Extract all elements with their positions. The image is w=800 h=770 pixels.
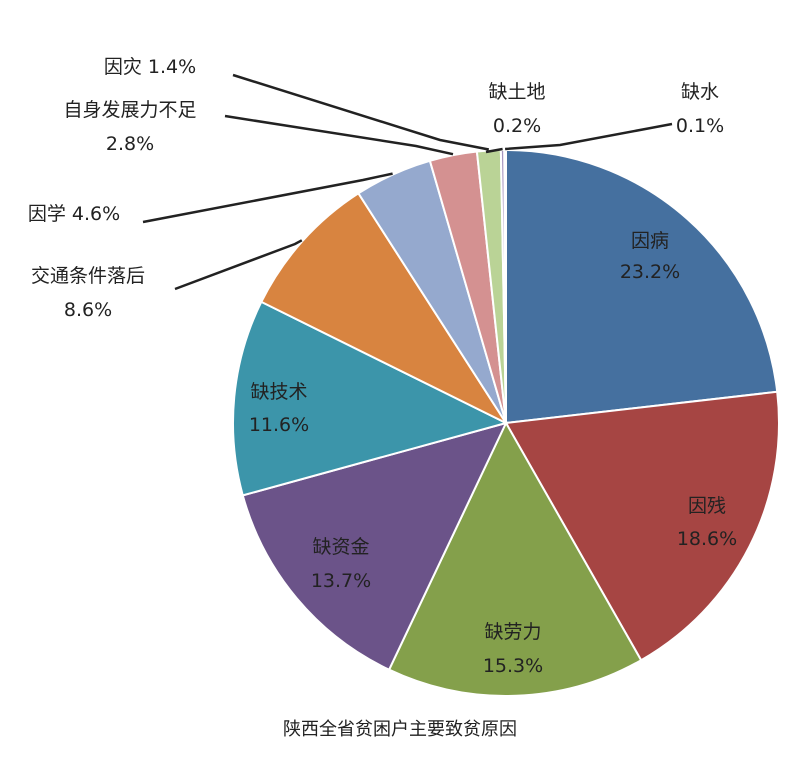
- chart-title: 陕西全省贫困户主要致贫原因: [283, 719, 517, 740]
- slice-name-label: 因灾 1.4%: [104, 56, 196, 78]
- leader-lines: [142, 73, 673, 291]
- slice-value-label: 2.8%: [106, 133, 154, 155]
- leader-line: [142, 172, 393, 224]
- slice-value-label: 15.3%: [483, 655, 543, 677]
- pie-slice-6: [260, 191, 509, 426]
- pie-slice-4: [241, 421, 508, 672]
- slice-value-label: 18.6%: [677, 528, 737, 550]
- slice-value-label: 13.7%: [311, 570, 371, 592]
- slice-name-label: 因学 4.6%: [28, 203, 120, 225]
- pie-slice-5: [232, 300, 509, 497]
- pie-slice-1: [505, 148, 779, 425]
- leader-line: [505, 122, 673, 151]
- slice-name-label: 因病: [631, 230, 669, 252]
- leader-line: [232, 73, 490, 151]
- slice-value-label: 0.1%: [676, 115, 724, 137]
- pie-slice-2: [504, 390, 780, 662]
- slice-value-label: 11.6%: [249, 414, 309, 436]
- slice-name-label: 缺资金: [312, 536, 369, 558]
- leader-line: [485, 147, 503, 154]
- slice-value-label: 23.2%: [620, 261, 680, 283]
- slice-name-label: 自身发展力不足: [63, 99, 196, 121]
- slice-labels: 因病 23.2% 因残 18.6% 缺劳力 15.3% 缺资金 13.7% 缺技术 11.6% 交通…: [28, 56, 737, 677]
- slice-value-label: 8.6%: [64, 299, 112, 321]
- slice-name-label: 缺土地: [488, 81, 545, 103]
- slice-value-label: 0.2%: [493, 115, 541, 137]
- leader-line: [174, 239, 303, 291]
- slice-name-label: 交通条件落后: [31, 265, 145, 287]
- pie-slice-3: [387, 420, 643, 697]
- slice-name-label: 缺水: [681, 81, 719, 103]
- leader-line: [224, 114, 454, 156]
- slice-name-label: 因残: [688, 495, 726, 517]
- slice-name-label: 缺劳力: [484, 621, 541, 643]
- pie-slices: [232, 148, 780, 697]
- slice-name-label: 缺技术: [250, 381, 307, 403]
